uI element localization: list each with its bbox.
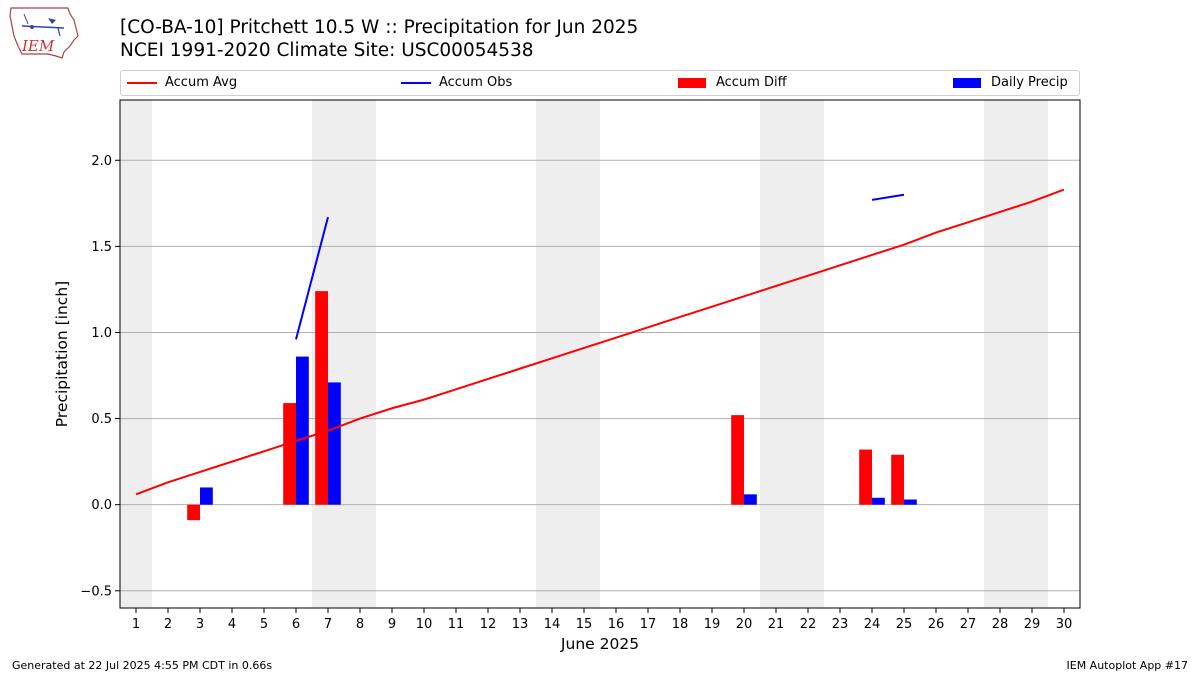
x-tick-label: 19 bbox=[704, 617, 721, 632]
x-tick-label: 4 bbox=[228, 617, 236, 632]
weekend-shade bbox=[568, 100, 600, 608]
legend-item-accum-diff: Accum Diff bbox=[678, 74, 787, 92]
weekend-shade bbox=[1016, 100, 1048, 608]
weekend-shade bbox=[536, 100, 568, 608]
x-tick-label: 18 bbox=[672, 617, 689, 632]
legend-swatch-accum-avg bbox=[127, 81, 157, 84]
x-tick-label: 16 bbox=[608, 617, 625, 632]
x-tick-label: 26 bbox=[928, 617, 945, 632]
legend-item-accum-obs: Accum Obs bbox=[401, 74, 512, 92]
accum-avg-line bbox=[135, 188, 1065, 496]
x-tick-label: 5 bbox=[260, 617, 268, 632]
x-tick-label: 24 bbox=[864, 617, 881, 632]
x-tick-label: 23 bbox=[832, 617, 849, 632]
x-tick-label: 17 bbox=[640, 617, 657, 632]
chart-subtitle: NCEI 1991-2020 Climate Site: USC00054538 bbox=[120, 40, 534, 61]
legend-label-accum-obs: Accum Obs bbox=[439, 75, 513, 90]
accum-diff-bar bbox=[731, 415, 744, 505]
x-tick-label: 28 bbox=[992, 617, 1009, 632]
weekend-shade bbox=[760, 100, 792, 608]
legend-swatch-accum-diff bbox=[678, 77, 706, 88]
x-tick-label: 1 bbox=[132, 617, 140, 632]
legend-label-accum-avg: Accum Avg bbox=[165, 75, 238, 90]
accum-diff-bar bbox=[859, 449, 872, 505]
x-tick-label: 30 bbox=[1056, 617, 1073, 632]
plot-frame bbox=[119, 99, 1081, 609]
daily-precip-bar bbox=[744, 494, 757, 505]
y-tick-label: 0.5 bbox=[91, 412, 112, 427]
y-tick-label: 0.0 bbox=[91, 498, 112, 513]
daily-precip-bar bbox=[296, 356, 309, 505]
legend-swatch-daily-precip bbox=[953, 77, 981, 88]
y-axis-label: Precipitation [inch] bbox=[53, 281, 71, 427]
y-tick-label: 1.0 bbox=[91, 326, 112, 341]
weekend-shade bbox=[120, 100, 152, 608]
chart-title: [CO-BA-10] Pritchett 10.5 W :: Precipita… bbox=[120, 17, 639, 38]
generated-timestamp: Generated at 22 Jul 2025 4:55 PM CDT in … bbox=[12, 659, 273, 672]
y-tick-label: 1.5 bbox=[91, 240, 112, 255]
logo-text: IEM bbox=[21, 37, 55, 55]
x-tick-label: 13 bbox=[512, 617, 529, 632]
weekend-shade bbox=[344, 100, 376, 608]
daily-precip-bar bbox=[328, 382, 341, 505]
app-credit: IEM Autoplot App #17 bbox=[1066, 659, 1189, 672]
x-axis-label: June 2025 bbox=[560, 635, 639, 653]
x-tick-label: 15 bbox=[576, 617, 593, 632]
daily-precip-bar bbox=[904, 499, 917, 505]
accum-obs-line bbox=[295, 216, 329, 340]
legend-item-accum-avg: Accum Avg bbox=[127, 74, 237, 92]
weekend-shade bbox=[984, 100, 1016, 608]
x-tick-label: 7 bbox=[324, 617, 332, 632]
legend-label-accum-diff: Accum Diff bbox=[716, 75, 787, 90]
y-tick-label: −0.5 bbox=[80, 584, 112, 599]
x-tick-label: 10 bbox=[416, 617, 433, 632]
x-tick-label: 14 bbox=[544, 617, 561, 632]
accum-diff-bar bbox=[315, 291, 328, 505]
legend: Accum Avg Accum Obs Accum Diff Daily Pre… bbox=[120, 70, 1080, 96]
accum-diff-bar bbox=[891, 454, 904, 505]
weekend-shade bbox=[312, 100, 344, 608]
x-tick-label: 8 bbox=[356, 617, 364, 632]
x-tick-label: 12 bbox=[480, 617, 497, 632]
iem-logo: IEM bbox=[9, 7, 79, 59]
x-tick-label: 22 bbox=[800, 617, 817, 632]
x-tick-label: 6 bbox=[292, 617, 300, 632]
x-tick-label: 27 bbox=[960, 617, 977, 632]
weekend-shade bbox=[792, 100, 824, 608]
legend-label-daily-precip: Daily Precip bbox=[991, 75, 1068, 90]
x-tick-label: 11 bbox=[448, 617, 465, 632]
accum-diff-bar bbox=[283, 403, 296, 505]
legend-swatch-accum-obs bbox=[401, 81, 431, 84]
y-tick-label: 2.0 bbox=[91, 154, 112, 169]
x-tick-label: 29 bbox=[1024, 617, 1041, 632]
x-tick-label: 21 bbox=[768, 617, 785, 632]
accum-obs-line bbox=[871, 193, 905, 201]
x-tick-label: 20 bbox=[736, 617, 753, 632]
x-tick-label: 2 bbox=[164, 617, 172, 632]
x-tick-label: 9 bbox=[388, 617, 396, 632]
legend-item-daily-precip: Daily Precip bbox=[953, 74, 1068, 92]
accum-diff-bar bbox=[187, 504, 200, 521]
daily-precip-bar bbox=[200, 487, 213, 505]
daily-precip-bar bbox=[872, 497, 885, 505]
x-tick-label: 25 bbox=[896, 617, 913, 632]
x-tick-label: 3 bbox=[196, 617, 204, 632]
